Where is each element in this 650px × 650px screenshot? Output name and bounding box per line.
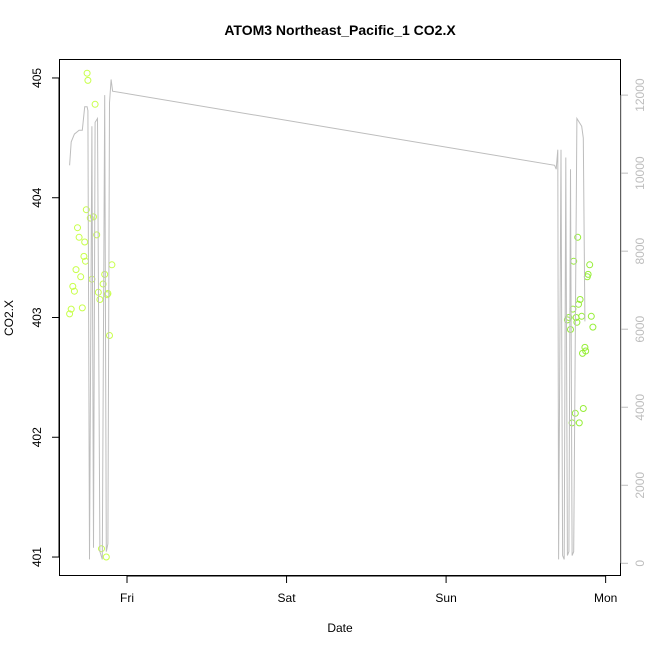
series-layer [66, 69, 597, 561]
data-point [72, 266, 80, 274]
y-axis-label: CO2.X [2, 300, 16, 336]
data-point [77, 273, 85, 281]
x-axis-label: Date [327, 621, 353, 635]
data-point [98, 545, 105, 553]
data-point [70, 287, 78, 295]
data-point [101, 270, 109, 278]
left-tick-label: 401 [30, 547, 44, 567]
left-tick-label: 402 [30, 427, 44, 447]
left-tick-label: 403 [30, 307, 44, 327]
right-tick-label: 12000 [633, 78, 647, 112]
x-tick-label: Fri [120, 591, 134, 605]
data-point [69, 282, 77, 290]
data-point [91, 100, 99, 108]
data-point [83, 69, 91, 77]
data-point [584, 270, 592, 278]
data-point [67, 305, 75, 313]
right-tick-label: 8000 [633, 238, 647, 265]
data-point [80, 252, 88, 260]
right-tick-label: 4000 [633, 394, 647, 421]
data-point [567, 326, 574, 333]
right-tick-label: 2000 [633, 472, 647, 499]
data-point [78, 304, 86, 312]
data-point [74, 224, 81, 232]
data-point [571, 409, 579, 417]
left-tick-label: 404 [30, 187, 44, 207]
data-point [99, 280, 107, 288]
data-point [576, 296, 584, 303]
data-point [579, 405, 587, 412]
x-tick-label: Sat [278, 591, 297, 605]
data-point [81, 238, 89, 246]
right-tick-label: 6000 [633, 316, 647, 343]
data-point [575, 419, 583, 427]
data-point [82, 206, 90, 214]
data-point [84, 76, 92, 84]
data-point [589, 323, 597, 331]
x-tick-label: Mon [594, 591, 617, 605]
data-point [582, 347, 590, 355]
data-point [587, 312, 595, 320]
right-tick-label: 10000 [633, 156, 647, 190]
data-point [102, 553, 110, 561]
data-point [75, 233, 83, 241]
data-point [573, 318, 581, 326]
right-tick-label: 0 [633, 560, 647, 567]
chart-title: ATOM3 Northeast_Pacific_1 CO2.X [224, 22, 456, 38]
x-tick-label: Sun [435, 591, 456, 605]
data-point [106, 332, 113, 339]
data-point [581, 343, 589, 351]
axes-layer: Fri Sat Sun Mon 401 402 403 404 405 0 2000 4000 6000… [30, 68, 647, 605]
data-point [90, 213, 97, 221]
series-line [69, 79, 586, 560]
data-point [86, 214, 94, 222]
left-tick-label: 405 [30, 68, 44, 88]
data-point [574, 233, 582, 241]
data-point [565, 314, 573, 321]
data-point [93, 231, 101, 239]
data-point [66, 310, 74, 318]
data-point [586, 261, 594, 269]
data-point [96, 296, 104, 303]
